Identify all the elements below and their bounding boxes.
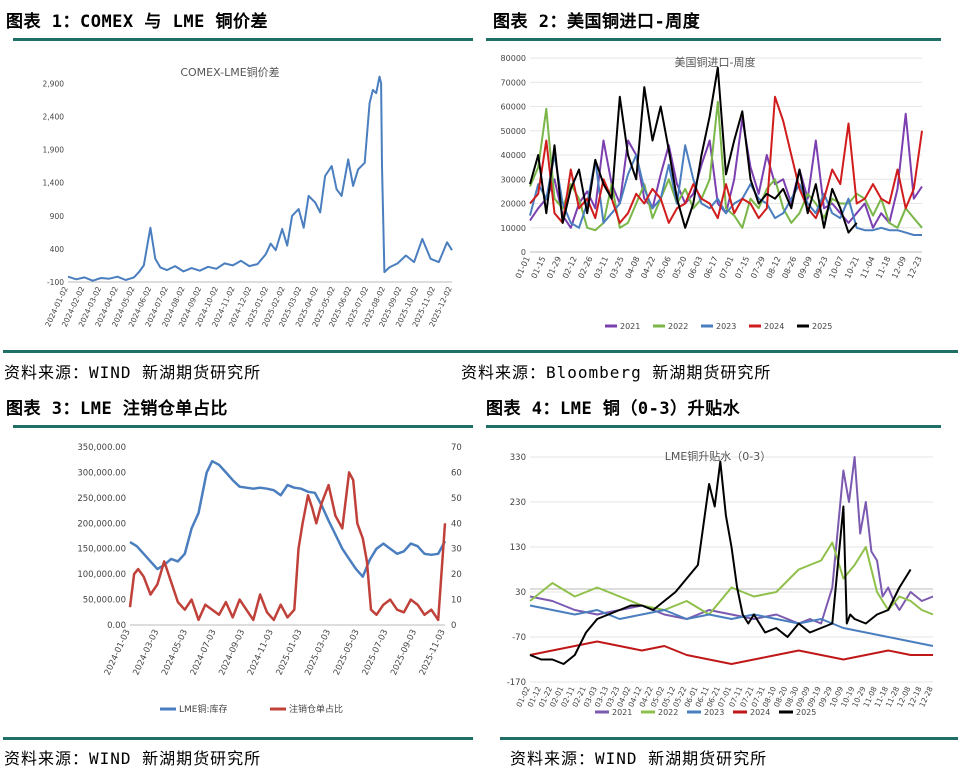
c4-legend-label: 2025 — [796, 708, 816, 717]
c3-ytick-label: 200,000.00 — [77, 519, 126, 529]
c2-ytick-label: 80000 — [501, 54, 526, 63]
c4-ytick-label: -170 — [507, 678, 526, 688]
c3-ytick-label: 0.00 — [107, 621, 126, 631]
c2-chart-title: 美国铜进口-周度 — [675, 55, 756, 69]
chart2-source: 资料来源：Bloomberg 新湖期货研究所 — [461, 363, 772, 382]
chart2-title-rule — [486, 38, 941, 41]
c2-xtick-label: 12-23 — [906, 255, 924, 280]
c3-xtick-label: 2024-01-03 — [103, 628, 133, 677]
c1-series-line-0 — [67, 75, 453, 282]
c3-y2tick-label: 10 — [451, 596, 462, 606]
chart3-bottom-rule — [3, 737, 473, 740]
c3-y2tick-label: 60 — [451, 468, 462, 478]
c2-ytick-label: 20000 — [501, 200, 526, 209]
c4-series-line-2023 — [529, 604, 934, 647]
c4-series-line-2025 — [529, 460, 912, 665]
c2-ytick-label: 40000 — [501, 151, 526, 160]
c4-series-line-2021 — [529, 456, 934, 625]
c4-legend-label: 2021 — [612, 708, 632, 717]
c3-y2tick-label: 40 — [451, 519, 462, 529]
chart2-svg: 0 10000 20000 30000 40000 50000 60000 70000 8000… — [501, 54, 924, 331]
c3-xtick-label: 2025-09-03 — [389, 628, 419, 677]
c3-ytick-label: 100,000.00 — [77, 570, 126, 580]
chart4-panel-title: 图表 4：LME 铜（0-3）升贴水 — [486, 399, 741, 419]
c4-ytick-label: 330 — [510, 453, 526, 463]
chart4-title-rule — [486, 425, 941, 428]
c3-xtick-label: 2024-03-03 — [131, 628, 161, 677]
chart1-source: 资料来源：WIND 新湖期货研究所 — [4, 363, 262, 382]
chart3-source: 资料来源：WIND 新湖期货研究所 — [4, 749, 262, 768]
c1-ytick-label: 900 — [50, 212, 65, 221]
c3-ytick-label: 350,000.00 — [77, 443, 126, 453]
c3-series-line-注销仓单占比 — [128, 471, 447, 622]
c2-ytick-label: 60000 — [501, 103, 526, 112]
c3-legend-label: 注销仓单占比 — [289, 703, 343, 715]
c4-legend-label: 2023 — [704, 708, 724, 717]
c4-ytick-label: 230 — [510, 498, 526, 508]
c2-legend-label: 2025 — [812, 322, 832, 331]
chart2-panel-title: 图表 2：美国铜进口-周度 — [493, 12, 701, 32]
c3-xtick-label: 2025-05-03 — [332, 628, 362, 677]
c1-ytick-label: 1,400 — [43, 179, 65, 188]
c4-ytick-label: 30 — [515, 588, 526, 598]
c4-ytick-label: 130 — [510, 543, 526, 553]
chart1-panel-title: 图表 1：COMEX 与 LME 铜价差 — [6, 12, 269, 32]
c3-series-line-LME铜:库存 — [129, 459, 447, 578]
c3-y2tick-label: 70 — [451, 443, 462, 453]
c3-xtick-label: 2024-11-03 — [246, 628, 276, 677]
c3-xtick-label: 2025-01-03 — [275, 628, 305, 677]
c3-ytick-label: 300,000.00 — [77, 468, 126, 478]
chart4-bottom-rule — [500, 737, 958, 740]
c2-series-line-2025 — [529, 66, 858, 234]
c2-legend-label: 2021 — [620, 322, 640, 331]
c4-ytick-label: -70 — [512, 633, 526, 643]
chart3-title-rule — [13, 425, 473, 428]
c3-y2tick-label: 30 — [451, 545, 462, 555]
c3-y2tick-label: 50 — [451, 494, 462, 504]
chart1-title-rule — [13, 38, 473, 41]
c4-series-line-2024 — [529, 640, 933, 665]
c2-ytick-label: 10000 — [501, 224, 526, 233]
c3-y2tick-label: 20 — [451, 570, 462, 580]
c2-legend-label: 2024 — [764, 322, 784, 331]
c3-xtick-label: 2025-11-03 — [418, 628, 448, 677]
c1-chart-title: COMEX-LME铜价差 — [180, 65, 279, 79]
c4-legend-label: 2024 — [750, 708, 770, 717]
chart3-svg: 0.00 50,000.00 100,000.00 150,000.00 200,000… — [77, 443, 462, 715]
c2-ytick-label: 70000 — [501, 78, 526, 87]
c4-legend-label: 2022 — [658, 708, 678, 717]
c2-series-line-2023 — [529, 144, 922, 236]
chart3-panel-title: 图表 3：LME 注销仓单占比 — [6, 399, 228, 419]
chart1-svg: -1004009001,4001,9002,4002,9002024-01-02… — [43, 65, 454, 328]
c4-chart-title: LME铜升贴水（0-3） — [665, 449, 772, 463]
chart4-svg: -170-703013023033001-0201-1201-2202-0102… — [507, 449, 935, 717]
c2-legend-label: 2023 — [716, 322, 736, 331]
c3-ytick-label: 150,000.00 — [77, 545, 126, 555]
c3-y2tick-label: 0 — [451, 621, 456, 631]
c2-ytick-label: 0 — [521, 248, 526, 257]
c3-xtick-label: 2025-07-03 — [361, 628, 391, 677]
c1-ytick-label: 2,400 — [43, 112, 65, 121]
c1-ytick-label: 2,900 — [43, 79, 65, 88]
c3-xtick-label: 2024-09-03 — [217, 628, 247, 677]
c3-ytick-label: 50,000.00 — [83, 596, 126, 606]
chart2-bottom-rule — [458, 350, 958, 353]
c1-ytick-label: -100 — [47, 278, 64, 287]
c2-ytick-label: 30000 — [501, 175, 526, 184]
c1-ytick-label: 1,900 — [43, 146, 65, 155]
c3-xtick-label: 2024-07-03 — [189, 628, 219, 677]
c3-xtick-label: 2024-05-03 — [160, 628, 190, 677]
c2-series-line-2024 — [529, 95, 923, 224]
c3-ytick-label: 250,000.00 — [77, 494, 126, 504]
c3-legend-label: LME铜:库存 — [179, 703, 228, 715]
c3-xtick-label: 2025-03-03 — [303, 628, 333, 677]
c2-ytick-label: 50000 — [501, 127, 526, 136]
c2-legend-label: 2022 — [668, 322, 688, 331]
chart1-bottom-rule — [3, 350, 473, 353]
chart4-source: 资料来源：WIND 新湖期货研究所 — [510, 749, 768, 768]
c1-ytick-label: 400 — [50, 245, 65, 254]
